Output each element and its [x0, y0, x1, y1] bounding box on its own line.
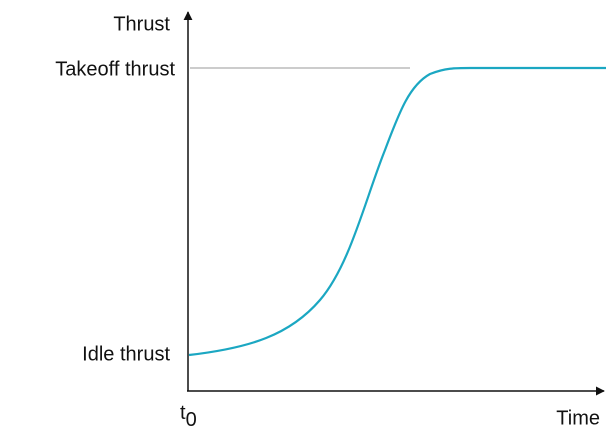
idle-label: Idle thrust: [82, 343, 170, 365]
y-axis-label: Thrust: [113, 13, 170, 35]
start-label-subscript: 0: [186, 409, 197, 431]
takeoff-label: Takeoff thrust: [55, 58, 175, 80]
start-label: t0: [180, 402, 197, 431]
thrust-curve: [188, 66, 606, 357]
start-label-base: t: [180, 402, 186, 424]
x-axis-label: Time: [556, 407, 600, 429]
